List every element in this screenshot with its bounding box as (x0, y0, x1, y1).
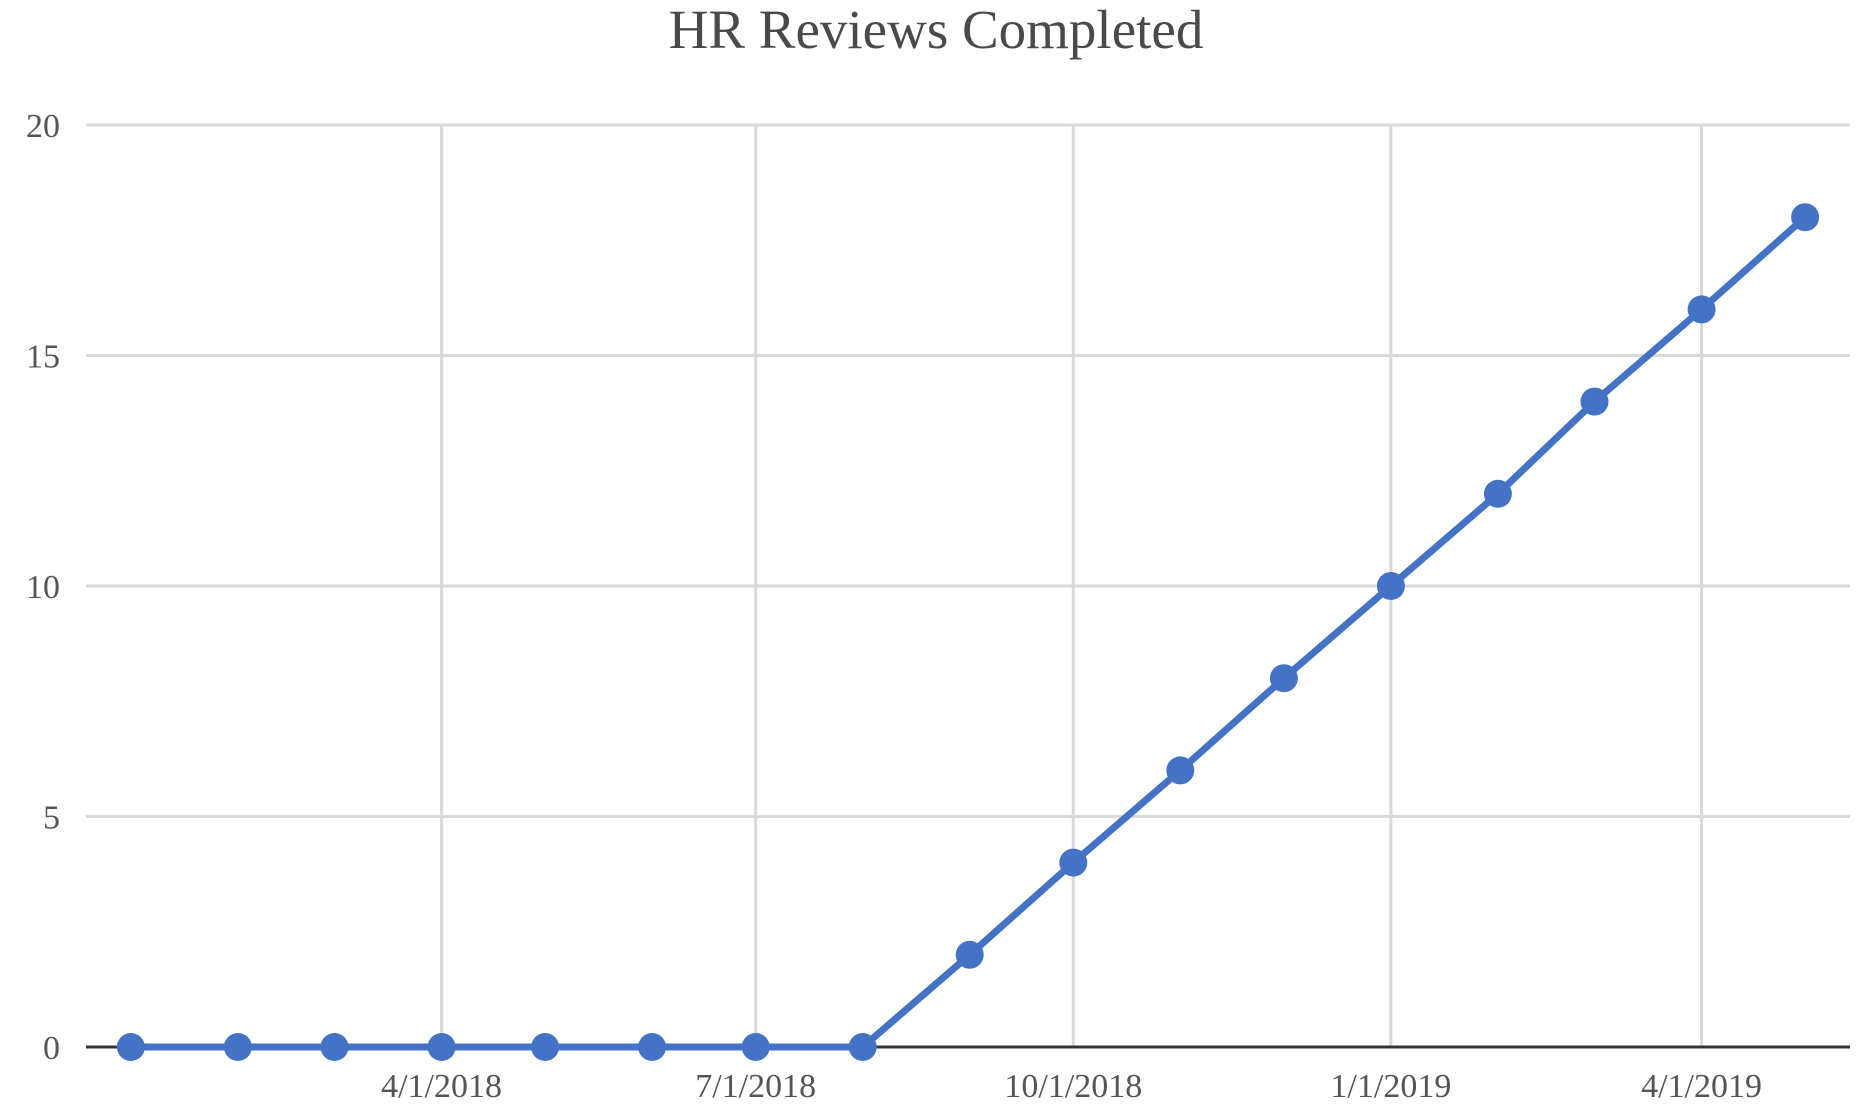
tick-labels: 0 5 10 15 20 4/1/2018 7/1/2018 10/1/2018 1/1/201… (26, 108, 1762, 1105)
data-point[interactable] (1688, 295, 1716, 323)
data-point[interactable] (321, 1033, 349, 1061)
y-tick-label: 10 (26, 569, 60, 606)
x-tick-label: 4/1/2018 (381, 1068, 502, 1105)
series (117, 203, 1819, 1061)
data-point[interactable] (1581, 388, 1609, 416)
data-point[interactable] (1484, 480, 1512, 508)
data-point[interactable] (1377, 572, 1405, 600)
series-line (131, 217, 1805, 1047)
data-point[interactable] (1791, 203, 1819, 231)
y-tick-label: 5 (43, 800, 60, 837)
x-tick-label: 10/1/2018 (1004, 1068, 1142, 1105)
data-point[interactable] (1166, 756, 1194, 784)
x-tick-label: 7/1/2018 (695, 1068, 816, 1105)
data-point[interactable] (1270, 664, 1298, 692)
data-point[interactable] (638, 1033, 666, 1061)
gridlines (86, 125, 1850, 1047)
y-tick-label: 15 (26, 339, 60, 376)
data-point[interactable] (742, 1033, 770, 1061)
data-point[interactable] (956, 941, 984, 969)
data-point[interactable] (224, 1033, 252, 1061)
data-point[interactable] (117, 1033, 145, 1061)
data-point[interactable] (531, 1033, 559, 1061)
data-point[interactable] (1059, 849, 1087, 877)
data-point[interactable] (849, 1033, 877, 1061)
y-tick-label: 0 (43, 1030, 60, 1067)
x-tick-label: 4/1/2019 (1641, 1068, 1762, 1105)
data-point[interactable] (428, 1033, 456, 1061)
chart-title: HR Reviews Completed (669, 0, 1204, 60)
x-tick-label: 1/1/2019 (1330, 1068, 1451, 1105)
y-tick-label: 20 (26, 108, 60, 145)
